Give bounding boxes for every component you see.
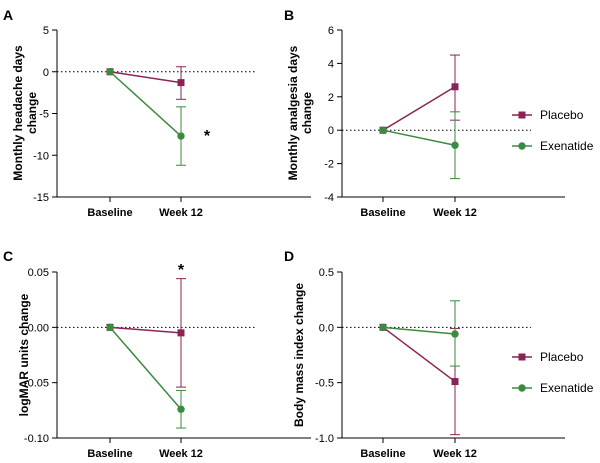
y-tick-label: 2 — [328, 92, 334, 104]
y-tick-label: 0.0 — [319, 322, 334, 334]
legend-marker-placebo — [518, 353, 526, 361]
y-axis-label-line: Monthly analgesia days — [286, 45, 300, 180]
data-point-exenatide — [451, 330, 459, 338]
series-line-placebo — [109, 326, 182, 334]
x-tick-label: Week 12 — [159, 448, 203, 460]
x-tick-label: Baseline — [360, 207, 405, 219]
data-point-exenatide — [379, 323, 387, 332]
y-tick-label: -5 — [39, 109, 49, 121]
y-tick-label: -0.5 — [315, 378, 334, 390]
y-tick-label: 0.05 — [28, 267, 49, 279]
x-tick-label: Baseline — [87, 207, 132, 219]
panel-B: B Monthly analgesia dayschange 6 4 2 0 -2 -4 Bas… — [284, 7, 565, 219]
y-tick-label: 4 — [328, 58, 334, 70]
legend-marker-exenatide — [518, 384, 526, 392]
y-axis-label-line: change — [25, 92, 39, 134]
series-line-placebo — [382, 326, 456, 383]
y-tick-label: -15 — [33, 192, 49, 204]
legend: Placebo Exenatide — [512, 108, 594, 153]
x-tick-label: Baseline — [360, 448, 405, 460]
x-tick-label: Week 12 — [433, 207, 477, 219]
y-axis-label-line: change — [300, 92, 314, 134]
x-tick-label: Baseline — [87, 448, 132, 460]
y-tick-label: 6 — [328, 25, 334, 37]
legend-label-placebo: Placebo — [540, 108, 584, 122]
y-tick-label: -1.0 — [315, 433, 334, 445]
panel-letter: C — [3, 248, 13, 264]
y-tick-label: 0.5 — [319, 267, 334, 279]
y-axis-label-line: Body mass index change — [292, 283, 306, 427]
series-line-exenatide — [382, 129, 456, 146]
significance-star: * — [204, 128, 211, 145]
y-axis-label: logMAR units change — [17, 293, 31, 416]
y-tick-label: -0.05 — [24, 378, 49, 390]
legend-label-placebo: Placebo — [540, 350, 584, 364]
x-tick-label: Week 12 — [159, 207, 203, 219]
y-tick-label: -4 — [324, 192, 334, 204]
y-tick-label: 0.00 — [28, 322, 49, 334]
legend-label-exenatide: Exenatide — [540, 139, 594, 153]
panel-letter: B — [284, 7, 294, 23]
series-line-exenatide — [109, 326, 182, 410]
data-point-exenatide — [106, 68, 114, 76]
data-point-exenatide — [106, 323, 114, 332]
y-axis-label-line: Monthly headache days — [11, 45, 25, 181]
legend-marker-exenatide — [518, 142, 526, 150]
y-tick-label: -10 — [33, 150, 49, 162]
data-point-placebo — [177, 79, 185, 87]
series-line-exenatide — [382, 326, 456, 335]
data-point-exenatide — [379, 126, 387, 134]
data-point-exenatide — [177, 132, 185, 140]
y-axis-label: Monthly analgesia dayschange — [286, 45, 314, 180]
series-line-placebo — [382, 86, 456, 131]
y-axis-label-line: logMAR units change — [17, 293, 31, 416]
series-line-placebo — [109, 71, 182, 84]
y-axis-label: Body mass index change — [292, 283, 306, 427]
legend: Placebo Exenatide — [512, 350, 594, 395]
data-point-exenatide — [177, 405, 185, 413]
legend-label-exenatide: Exenatide — [540, 381, 594, 395]
x-tick-label: Week 12 — [433, 448, 477, 460]
data-point-exenatide — [451, 141, 459, 149]
y-tick-label: -2 — [324, 159, 334, 171]
panel-letter: A — [3, 7, 13, 23]
data-point-placebo — [451, 378, 459, 386]
legend-marker-placebo — [518, 111, 526, 119]
y-tick-label: 0 — [43, 67, 49, 79]
panel-letter: D — [284, 248, 294, 264]
y-tick-label: -0.10 — [24, 433, 49, 445]
panel-D: D Body mass index change 0.5 0.0 -0.5 -1.0 Bas… — [284, 248, 565, 460]
y-tick-label: 5 — [43, 25, 49, 37]
series-line-exenatide — [109, 71, 182, 137]
significance-star: * — [178, 262, 185, 279]
y-tick-label: 0 — [328, 125, 334, 137]
data-point-placebo — [451, 83, 459, 91]
y-axis-label: Monthly headache dayschange — [11, 45, 39, 181]
data-point-placebo — [177, 329, 185, 337]
